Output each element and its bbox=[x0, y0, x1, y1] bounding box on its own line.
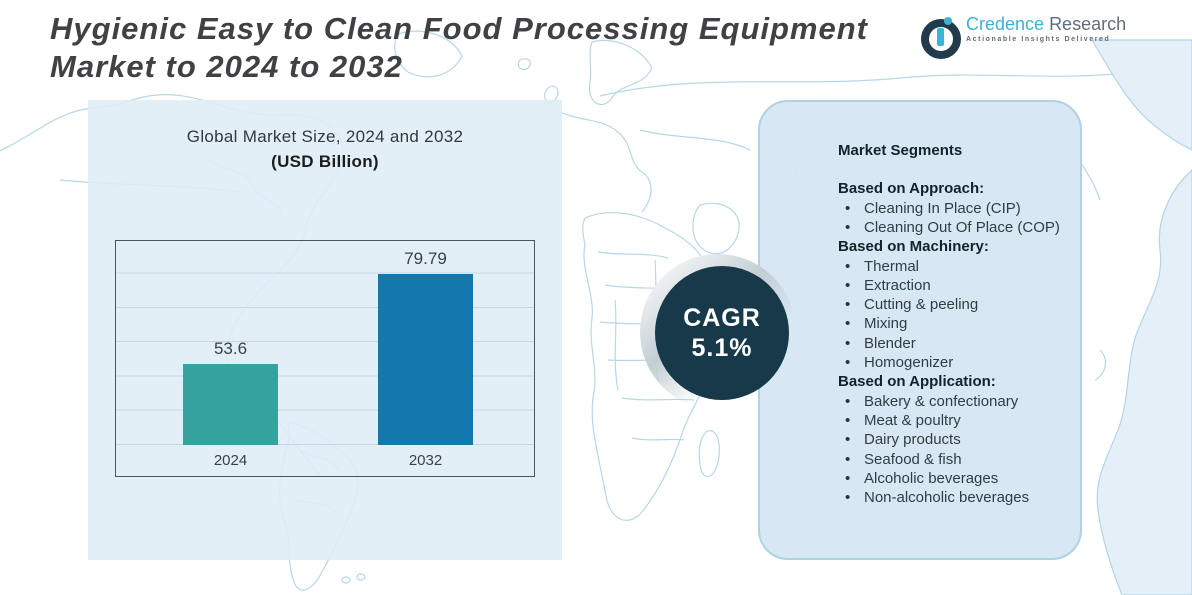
segment-item: Extraction bbox=[845, 276, 1064, 296]
segment-item: Cleaning Out Of Place (COP) bbox=[845, 218, 1064, 238]
chart-subtitle: (USD Billion) bbox=[271, 152, 379, 171]
segment-item: Alcoholic beverages bbox=[845, 469, 1064, 489]
brand-tagline: Actionable Insights Delivered bbox=[966, 36, 1111, 43]
segment-group-heading: Based on Application: bbox=[838, 373, 996, 391]
brand-name-secondary: Research bbox=[1049, 14, 1127, 34]
bar-2024: 53.6 2024 bbox=[183, 339, 278, 469]
cagr-badge: CAGR 5.1% bbox=[655, 266, 789, 400]
page-title-line-2: Market to 2024 to 2032 bbox=[50, 49, 403, 84]
segment-item: Thermal bbox=[845, 257, 1064, 277]
segment-item-list: Bakery & confectionaryMeat & poultryDair… bbox=[838, 392, 1064, 508]
segment-group: Based on Application:Bakery & confection… bbox=[838, 372, 1064, 508]
brand-name: Credence Research bbox=[966, 13, 1126, 35]
segment-item: Cutting & peeling bbox=[845, 295, 1064, 315]
chart-panel: Global Market Size, 2024 and 2032 (USD B… bbox=[88, 100, 562, 560]
bar-2032: 79.79 2032 bbox=[378, 249, 473, 469]
segment-group: Based on Machinery:ThermalExtractionCutt… bbox=[838, 237, 1064, 373]
page-title-line-1: Hygienic Easy to Clean Food Processing E… bbox=[50, 11, 868, 46]
segment-item: Seafood & fish bbox=[845, 450, 1064, 470]
bar-2024-value-label: 53.6 bbox=[213, 339, 248, 358]
brand-logo-icon bbox=[921, 17, 961, 59]
segment-group-heading: Based on Approach: bbox=[838, 180, 985, 197]
segment-group: Based on Approach: Cleaning In Place (CIP… bbox=[838, 179, 1064, 237]
market-segments-panel: Market Segments Based on Approach: Cleani… bbox=[758, 100, 1082, 560]
segment-group-heading: Based on Machinery: bbox=[838, 238, 989, 256]
segment-item: Homogenizer bbox=[845, 353, 1064, 373]
brand-name-primary: Credence bbox=[966, 14, 1045, 34]
segment-item: Cleaning In Place (CIP) bbox=[845, 199, 1064, 219]
chart-title-block: Global Market Size, 2024 and 2032 (USD B… bbox=[88, 127, 562, 172]
segment-groups: Based on Approach: Cleaning In Place (CIP… bbox=[838, 179, 1064, 508]
brand-logo: Credence Research Actionable Insights De… bbox=[918, 13, 1126, 61]
segment-item-list: Cleaning In Place (CIP)Cleaning Out Of P… bbox=[838, 199, 1064, 238]
segment-item: Bakery & confectionary bbox=[845, 392, 1064, 412]
bar-2024-category-label: 2024 bbox=[213, 452, 248, 469]
segment-item: Blender bbox=[845, 334, 1064, 354]
bar-2032-category-label: 2032 bbox=[408, 452, 443, 469]
segment-item: Mixing bbox=[845, 314, 1064, 334]
segments-title: Market Segments bbox=[838, 142, 963, 159]
page-title: Hygienic Easy to Clean Food Processing E… bbox=[50, 10, 980, 86]
cagr-label: CAGR bbox=[683, 304, 761, 332]
segment-item: Non-alcoholic beverages bbox=[845, 488, 1064, 508]
bar-chart-plot: 53.6 2024 79.79 2032 bbox=[115, 240, 535, 477]
bar-2032-value-label: 79.79 bbox=[404, 249, 447, 269]
segment-item-list: ThermalExtractionCutting & peelingMixing… bbox=[838, 257, 1064, 373]
chart-title: Global Market Size, 2024 and 2032 bbox=[186, 127, 464, 146]
segment-item: Dairy products bbox=[845, 430, 1064, 450]
segment-item: Meat & poultry bbox=[845, 411, 1064, 431]
cagr-value: 5.1% bbox=[691, 334, 753, 362]
